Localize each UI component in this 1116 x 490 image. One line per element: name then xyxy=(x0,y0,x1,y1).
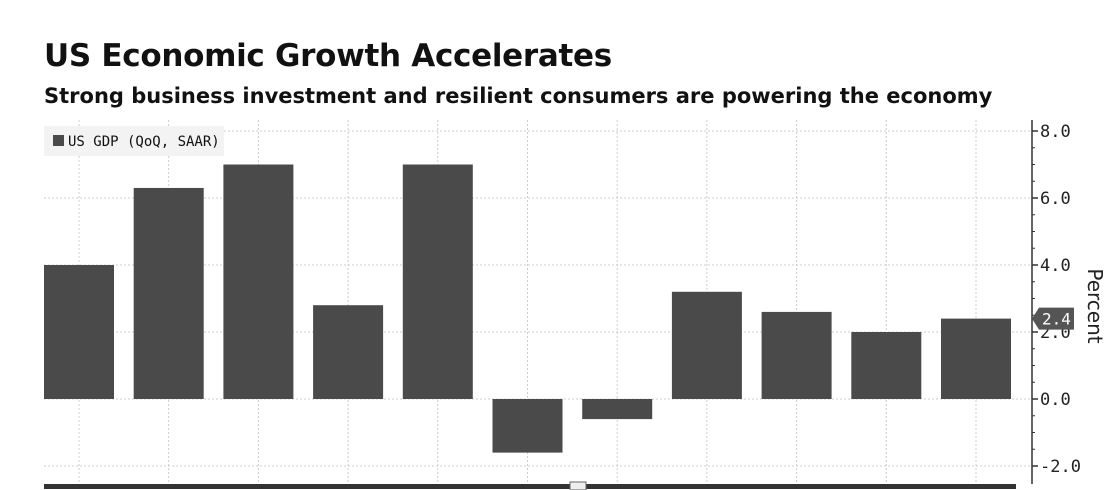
bar xyxy=(402,164,473,399)
y-tick-label: 8.0 xyxy=(1040,122,1071,142)
bar xyxy=(582,399,653,420)
y-tick-label: -2.0 xyxy=(1040,457,1081,477)
y-tick-label: 6.0 xyxy=(1040,189,1071,209)
legend: US GDP (QoQ, SAAR) xyxy=(44,126,224,156)
bar xyxy=(492,399,563,453)
bar xyxy=(313,305,384,399)
chart-subtitle: Strong business investment and resilient… xyxy=(44,84,993,108)
bar xyxy=(941,318,1011,399)
bar xyxy=(223,164,294,399)
y-axis-label: Percent xyxy=(1083,268,1107,343)
bar xyxy=(133,187,204,399)
y-tick-label: 4.0 xyxy=(1040,256,1071,276)
bar xyxy=(671,291,742,399)
bar xyxy=(44,265,114,399)
last-value-label: 2.4 xyxy=(1042,310,1071,329)
last-value-marker: 2.4 xyxy=(1032,307,1074,330)
last-value-tag xyxy=(1032,307,1074,330)
scrollbar-handle[interactable] xyxy=(569,481,587,490)
y-axis: 8.06.04.02.00.0-2.0 xyxy=(1031,120,1081,484)
legend-swatch xyxy=(53,135,64,146)
legend-box xyxy=(44,126,224,156)
y-tick-label: 0.0 xyxy=(1040,390,1071,410)
bars xyxy=(44,164,1011,453)
chart-title: US Economic Growth Accelerates xyxy=(44,38,612,74)
bar xyxy=(851,332,922,399)
scrollbar-track[interactable] xyxy=(44,484,1016,489)
legend-entry: US GDP (QoQ, SAAR) xyxy=(68,134,220,150)
bar xyxy=(761,311,832,399)
bottom-scrollbar[interactable] xyxy=(44,481,1016,490)
